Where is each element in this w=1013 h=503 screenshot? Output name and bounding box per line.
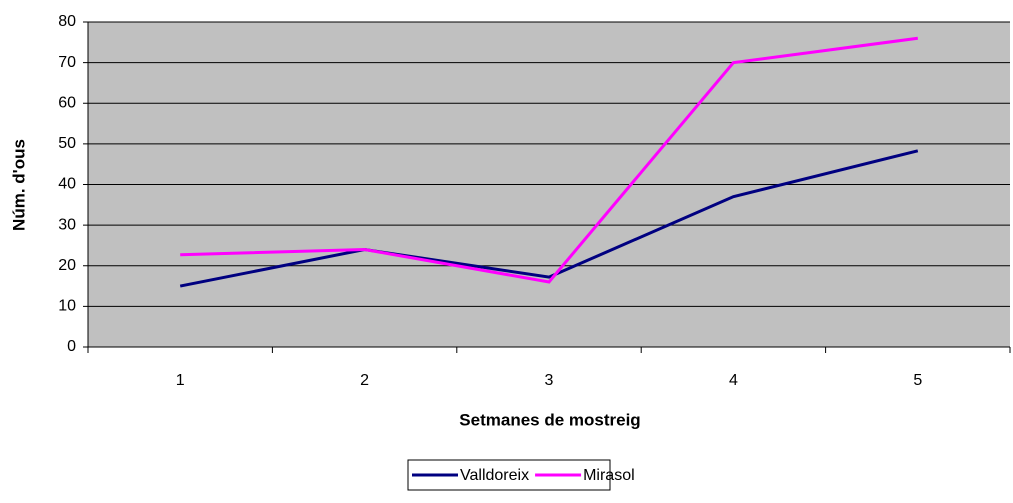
y-tick-label: 10 (58, 298, 76, 315)
line-series (180, 36, 918, 284)
line-series (179, 149, 919, 288)
x-tick-label: 2 (360, 372, 369, 389)
legend-label: Mirasol (583, 467, 635, 484)
y-axis-title: Núm. d'ous (9, 139, 28, 231)
legend-label: Valldoreix (460, 467, 529, 484)
x-tick-label: 1 (176, 372, 185, 389)
y-tick-label: 40 (58, 176, 76, 193)
y-tick-label: 80 (58, 13, 76, 30)
x-axis-title: Setmanes de mostreig (459, 410, 640, 429)
y-tick-label: 20 (58, 257, 76, 274)
x-tick-label: 3 (545, 372, 554, 389)
y-tick-label: 70 (58, 54, 76, 71)
y-tick-label: 30 (58, 216, 76, 233)
y-tick-label: 50 (58, 135, 76, 152)
x-tick-label: 4 (729, 372, 738, 389)
x-tick-label: 5 (913, 372, 922, 389)
y-tick-label: 0 (67, 338, 76, 355)
y-tick-label: 60 (58, 94, 76, 111)
